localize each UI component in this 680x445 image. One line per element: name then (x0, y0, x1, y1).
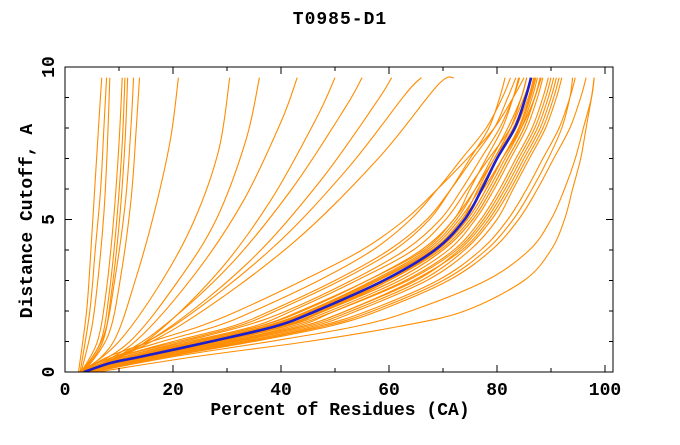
model-09 (83, 77, 179, 372)
model-17 (89, 76, 455, 372)
model-37 (81, 77, 532, 372)
x-tick-label: 0 (60, 381, 71, 401)
chart-title: T0985-D1 (292, 10, 388, 30)
model-44 (86, 77, 574, 372)
model-25 (81, 77, 521, 372)
y-tick-label: 5 (40, 214, 60, 225)
model-41 (86, 77, 557, 372)
model-38 (86, 77, 552, 372)
model-14 (86, 77, 363, 372)
plot-frame (64, 66, 614, 373)
model-04 (80, 77, 123, 372)
x-tick-label: 100 (589, 381, 621, 401)
model-03 (80, 77, 111, 372)
model-11 (80, 77, 260, 372)
model-10 (80, 77, 231, 372)
model-07 (81, 77, 135, 372)
x-tick-label: 60 (378, 381, 400, 401)
model-08 (83, 77, 141, 372)
model-12 (83, 77, 298, 372)
y-axis-label: Distance Cutoff, A (18, 123, 38, 319)
model-16 (86, 77, 422, 372)
y-tick-label: 10 (40, 56, 60, 78)
highlighted-model (83, 77, 533, 372)
model-curves (77, 76, 595, 372)
model-36 (86, 77, 563, 372)
x-tick-label: 20 (162, 381, 184, 401)
x-axis-label: Percent of Residues (CA) (210, 401, 470, 421)
model-06 (81, 77, 129, 372)
model-32 (86, 77, 555, 372)
x-tick-label: 40 (270, 381, 292, 401)
model-35 (81, 77, 533, 372)
y-tick-label: 0 (40, 367, 60, 378)
model-46 (97, 77, 595, 372)
model-01 (77, 77, 103, 372)
model-02 (79, 77, 108, 372)
model-27 (78, 77, 512, 372)
model-22 (86, 77, 560, 372)
model-28 (80, 77, 525, 372)
model-24 (91, 77, 587, 372)
x-tick-label: 80 (486, 381, 508, 401)
model-40 (80, 77, 506, 372)
model-45 (91, 77, 595, 372)
